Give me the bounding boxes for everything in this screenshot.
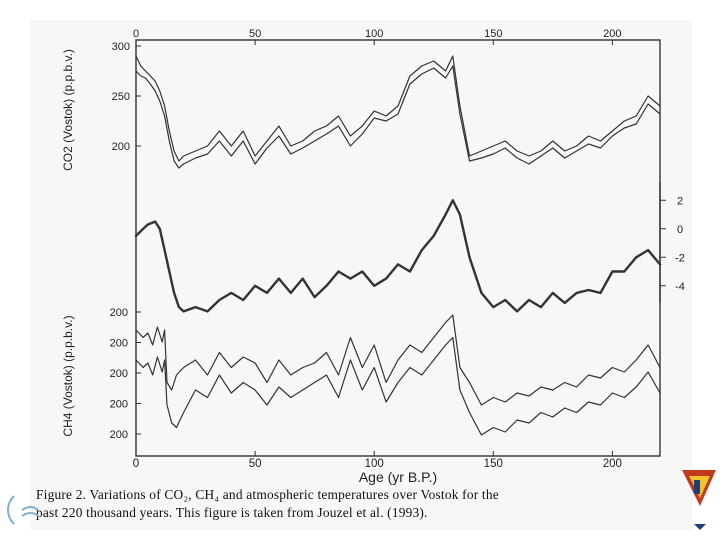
scanned-figure	[30, 20, 692, 530]
temperature-y-tick-label: -4	[675, 281, 685, 293]
ch4-y-tick-label: 200	[110, 429, 128, 441]
temperature-y-tick-label: 2	[677, 195, 683, 207]
co2-y-tick-label: 200	[112, 141, 130, 153]
data-lines	[134, 55, 662, 436]
top-x-tick-label: 150	[484, 28, 502, 40]
caption-line-2: past 220 thousand years. This figure is …	[36, 505, 428, 520]
emblem-logo-icon	[682, 470, 716, 530]
plot-frame	[135, 39, 661, 457]
ch4-y-tick-label: 200	[110, 307, 128, 319]
bottom-x-tick-label: 100	[365, 458, 384, 470]
ch4-y-tick-label: 200	[110, 399, 128, 411]
co2-y-tick-label: 300	[112, 41, 130, 53]
bottom-x-tick-label: 0	[133, 458, 139, 470]
co2-y-axis-label: CO2 (Vostok) (p.p.b.v.)	[61, 49, 75, 171]
axes	[135, 39, 666, 457]
figure-caption: Figure 2. Variations of CO₂, CH₄ and atm…	[36, 486, 686, 522]
temperature-y-tick-label: 0	[677, 224, 683, 236]
top-x-tick-label: 50	[249, 28, 261, 40]
series-ch4-upper	[135, 314, 661, 406]
top-x-tick-label: 200	[603, 28, 621, 40]
ch4-y-axis-label: CH4 (Vostok) (p.p.b.v.)	[61, 315, 75, 436]
bottom-x-tick-label: 50	[249, 458, 262, 470]
bottom-x-tick-label: 150	[484, 458, 503, 470]
wave-logo-icon	[7, 495, 39, 525]
temperature-y-tick-label: -2	[675, 252, 685, 264]
series-co2-lower	[135, 65, 661, 169]
ch4-y-tick-label: 200	[110, 338, 128, 350]
top-x-tick-label: 100	[365, 28, 383, 40]
axis-text: 0 50 100 150 200 0 50 100 150 200 Age (yr B.P.) 300…	[61, 28, 685, 485]
ch4-y-tick-label: 200	[110, 368, 128, 380]
series-ch4-lower	[135, 336, 661, 436]
co2-y-tick-label: 250	[112, 91, 130, 103]
series-co2-upper	[135, 55, 661, 162]
bottom-x-tick-label: 200	[603, 458, 622, 470]
x-axis-label: Age (yr B.P.)	[359, 469, 437, 485]
series-temperature	[134, 199, 662, 313]
top-x-tick-label: 0	[133, 28, 139, 40]
caption-line-1: Figure 2. Variations of CO₂, CH₄ and atm…	[36, 487, 499, 502]
